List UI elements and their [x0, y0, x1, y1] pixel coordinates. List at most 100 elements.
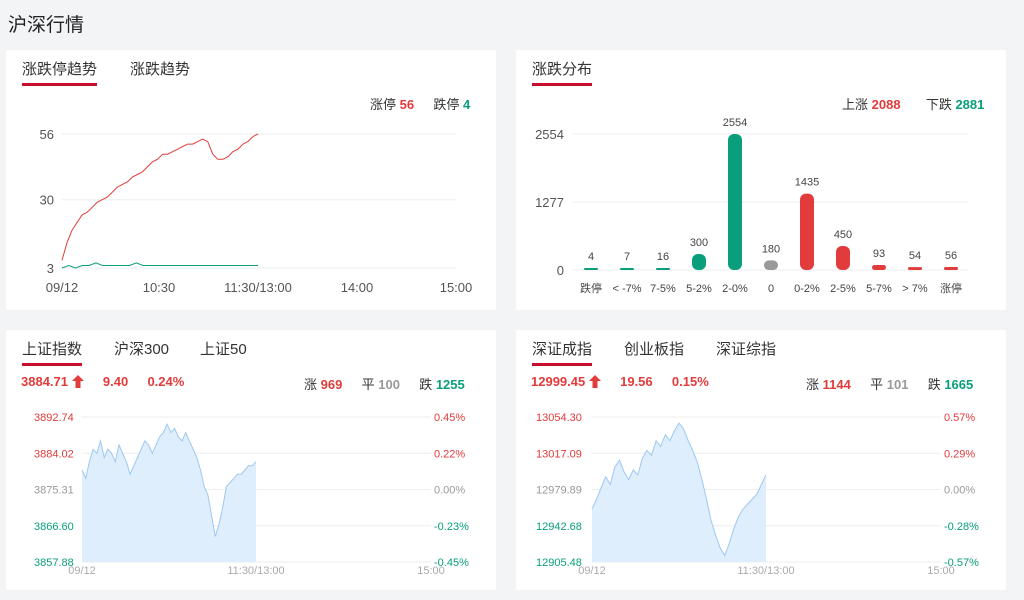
- x-tick-label: 15:00: [440, 280, 473, 295]
- distribution-panel: 涨跌分布 上涨 2088 下跌 2881 2554 1277 0 4 跌停 7 < -7% 1…: [516, 50, 1006, 310]
- bar-value-label: 300: [690, 237, 708, 249]
- y-tick-label: 30: [40, 193, 54, 208]
- limit-down-series-line: [61, 262, 258, 269]
- price-tick-label: 3866.60: [34, 521, 74, 533]
- pct-tick-label: -0.28%: [944, 521, 979, 533]
- y-tick-label: 56: [40, 127, 54, 142]
- sz-price: 12999.45: [531, 374, 586, 389]
- price-tick-label: 13054.30: [536, 412, 582, 424]
- distribution-bar: [908, 267, 922, 270]
- distribution-bar: [872, 265, 886, 270]
- category-label: 2-0%: [722, 283, 748, 295]
- distribution-bar: [692, 254, 706, 270]
- x-tick-label: 09/12: [578, 565, 606, 577]
- x-tick-label: 15:00: [927, 565, 955, 577]
- price-area: [592, 423, 766, 562]
- tab-rise-fall-trend[interactable]: 涨跌趋势: [130, 61, 191, 78]
- sz-down-label: 跌: [927, 377, 941, 392]
- distribution-chart: 2554 1277 0 4 跌停 7 < -7% 16 7-5% 300 5-2% 2554 2-0% 1…: [535, 117, 968, 295]
- bar-value-label: 54: [909, 250, 921, 262]
- y-tick-label: 1277: [535, 195, 564, 210]
- category-label: 2-5%: [830, 283, 856, 295]
- sh-breadth: 涨 969 平 100 跌 1255: [304, 374, 465, 393]
- y-tick-label: 3: [47, 261, 54, 276]
- category-label: 7-5%: [650, 283, 676, 295]
- sh-flat-value: 100: [378, 377, 400, 392]
- category-label: < -7%: [612, 283, 641, 295]
- sz-breadth: 涨 1144 平 101 跌 1665: [806, 374, 973, 393]
- sz-quote: 12999.45 19.56 0.15%: [531, 374, 709, 389]
- sh-index-panel: 上证指数 沪深300 上证50 3884.71 9.40 0.24% 涨 969…: [6, 330, 496, 590]
- bar-value-label: 16: [657, 251, 669, 263]
- x-tick-label: 15:00: [417, 565, 445, 577]
- bar-value-label: 180: [762, 243, 780, 255]
- price-area: [82, 424, 256, 562]
- price-tick-label: 3884.02: [34, 448, 74, 460]
- x-tick-label: 09/12: [68, 565, 96, 577]
- arrow-up-icon: [588, 375, 601, 388]
- page-title: 沪深行情: [8, 15, 85, 36]
- pct-tick-label: 0.29%: [944, 448, 975, 460]
- limit-up-label: 涨停: [370, 97, 397, 112]
- bar-value-label: 2554: [723, 117, 747, 129]
- tab-distribution[interactable]: 涨跌分布: [532, 58, 593, 86]
- bar-value-label: 1435: [795, 177, 819, 189]
- sh-change-pct: 0.24%: [147, 374, 185, 389]
- bar-value-label: 56: [945, 250, 957, 262]
- tab-limit-trend[interactable]: 涨跌停趋势: [22, 58, 98, 86]
- category-label: 0-2%: [794, 283, 820, 295]
- sz-up-value: 1144: [822, 377, 851, 392]
- category-label: 涨停: [940, 281, 962, 295]
- sh-up-value: 969: [320, 377, 343, 392]
- price-tick-label: 3892.74: [34, 412, 74, 424]
- sh-up-label: 涨: [304, 377, 318, 392]
- limit-down-value: 4: [463, 97, 471, 112]
- sz-change-pct: 0.15%: [671, 374, 709, 389]
- x-tick-label: 11:30/13:00: [227, 565, 284, 577]
- category-label: 5-7%: [866, 283, 892, 295]
- tab-sh-composite[interactable]: 上证指数: [22, 338, 83, 366]
- tab-sz-composite[interactable]: 深证综指: [716, 341, 777, 358]
- sz-change: 19.56: [620, 374, 653, 389]
- y-tick-label: 0: [557, 263, 564, 278]
- price-line: [591, 422, 767, 557]
- tab-csi300[interactable]: 沪深300: [114, 341, 170, 358]
- category-label: 跌停: [580, 281, 602, 295]
- x-tick-label: 09/12: [46, 280, 79, 295]
- category-label: > 7%: [902, 283, 928, 295]
- sh-flat-label: 平: [361, 377, 375, 392]
- bar-value-label: 4: [588, 251, 594, 263]
- tab-sse50[interactable]: 上证50: [200, 341, 247, 358]
- limit-up-series-line: [61, 133, 259, 261]
- sz-index-chart: 13054.30 0.57% 13017.09 0.29% 12979.89 0.00% 1…: [536, 412, 979, 577]
- price-tick-label: 3875.31: [34, 485, 74, 497]
- limit-trend-chart: 56 30 3 09/12 10:30 11:30/13:00 14:00 15:00: [40, 127, 473, 295]
- tab-chinext[interactable]: 创业板指: [624, 341, 685, 358]
- distribution-bar: [656, 268, 670, 270]
- sh-change: 9.40: [102, 374, 129, 389]
- tab-sz-component[interactable]: 深证成指: [532, 338, 593, 366]
- arrow-up-icon: [71, 375, 84, 388]
- pct-tick-label: 0.22%: [434, 448, 465, 460]
- price-tick-label: 12942.68: [536, 521, 582, 533]
- up-value: 2088: [871, 97, 901, 112]
- pct-tick-label: -0.57%: [944, 557, 979, 569]
- sh-down-value: 1255: [435, 377, 465, 392]
- x-tick-label: 11:30/13:00: [224, 280, 292, 295]
- pct-tick-label: 0.57%: [944, 412, 975, 424]
- sz-flat-label: 平: [870, 377, 884, 392]
- down-value: 2881: [955, 97, 985, 112]
- pct-tick-label: -0.23%: [434, 521, 469, 533]
- bar-value-label: 93: [873, 248, 885, 260]
- distribution-bar: [836, 246, 850, 270]
- limit-trend-panel: 涨跌停趋势 涨跌趋势 涨停 56 跌停 4 56 30 3 09/12 10:30 11:…: [6, 50, 496, 310]
- sz-down-value: 1665: [944, 377, 974, 392]
- sz-index-panel: 深证成指 创业板指 深证综指 12999.45 19.56 0.15% 涨 11…: [516, 330, 1006, 590]
- sz-flat-value: 101: [886, 377, 909, 392]
- pct-tick-label: 0.00%: [434, 485, 465, 497]
- x-tick-label: 10:30: [143, 280, 176, 295]
- pct-tick-label: -0.45%: [434, 557, 469, 569]
- pct-tick-label: 0.00%: [944, 485, 975, 497]
- category-label: 0: [768, 283, 774, 295]
- sh-down-label: 跌: [419, 377, 433, 392]
